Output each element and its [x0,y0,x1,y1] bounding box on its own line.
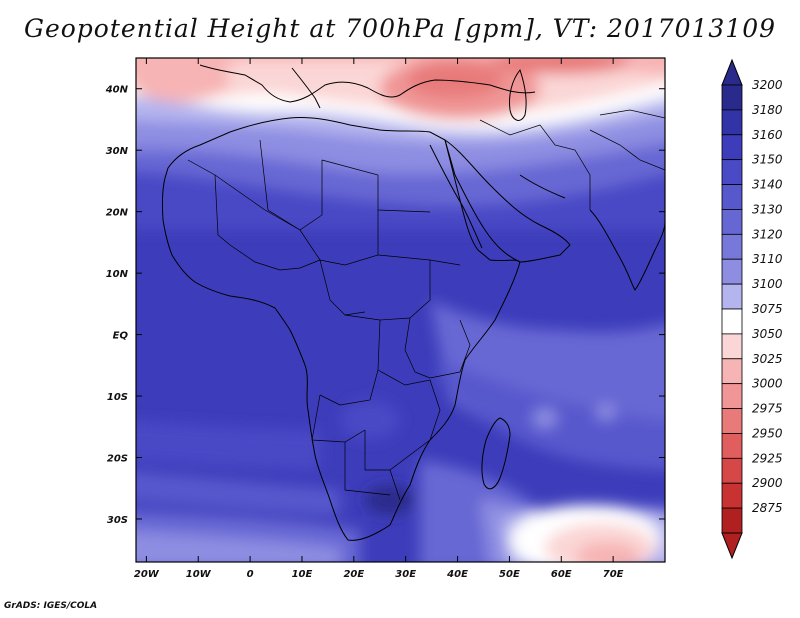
arabia-coastline [444,138,571,263]
italy-coastline [291,67,321,109]
colorbar-bottom-arrow [721,532,743,560]
colorbar-cell [721,482,743,509]
colorbar-label: 2875 [752,501,783,515]
colorbar-cell [721,457,743,484]
colorbar-cell [721,209,743,235]
colorbar-label: 3110 [752,252,783,266]
colorbar-label: 3050 [752,327,783,341]
colorbar-cell [721,283,743,310]
lon-label: 50E [499,569,520,580]
colorbar-cell [721,408,743,434]
colorbar-label: 3075 [752,302,783,316]
lon-label: 10W [186,569,212,580]
colorbar-label: 3025 [752,352,783,366]
lon-label: 20E [343,569,364,580]
grads-credit: GrADS: IGES/COLA [4,601,98,611]
colorbar-cell [721,184,743,210]
colorbar-label: 3150 [752,153,783,167]
longitude-ticks [145,58,614,562]
longitude-labels: 20W 10W 0 10E 20E 30E 40E 50E 60E 70E [134,569,624,580]
latitude-ticks [136,88,665,520]
colorbar-label: 3130 [752,202,783,216]
geopotential-field [136,58,665,562]
lat-label: 20S [107,454,128,465]
colorbar-label: 3200 [752,78,783,92]
coastlines [161,64,665,541]
colorbar-label: 3160 [752,128,783,142]
lat-label: 10S [107,392,128,403]
lon-label: 40E [446,569,468,580]
lon-label: 10E [292,569,313,580]
map-frame [135,57,666,563]
latitude-labels: 40N 30N 20N 10N EQ 10S 20S 30S [105,85,129,526]
lat-label: 40N [105,85,129,96]
lon-label: 30E [395,569,416,580]
colorbar: 3200 3180 3160 3150 3140 3130 3120 3110 3100 3075… [721,58,783,560]
colorbar-cell [721,333,743,360]
colorbar-label: 2925 [752,451,783,465]
colorbar-cell [721,383,743,409]
colorbar-cell [721,358,743,385]
colorbar-cell [721,233,743,260]
lat-label: 30N [106,146,129,157]
lat-label: EQ [113,331,129,342]
colorbar-cell [721,109,743,136]
lat-label: 20N [106,208,129,219]
lon-label: 0 [247,569,254,580]
madagascar-coastline [481,417,511,490]
map-title: Geopotential Height at 700hPa [gpm], VT:… [23,14,777,43]
colorbar-cell [721,433,743,459]
colorbar-cell [721,84,743,111]
colorbar-label: 2900 [752,476,783,490]
colorbar-cell [721,134,743,161]
colorbar-label: 3180 [752,103,783,117]
persian-gulf-coastline [519,174,566,199]
colorbar-cell [721,159,743,185]
colorbar-label: 3000 [752,377,783,391]
country-borders [187,109,665,501]
colorbar-label: 2950 [752,426,783,440]
lat-label: 10N [106,269,129,280]
lon-label: 20W [134,569,160,580]
lat-label: 30S [107,515,128,526]
colorbar-top-arrow [721,58,743,86]
colorbar-label: 3140 [752,178,783,192]
colorbar-label: 3120 [752,227,783,241]
colorbar-label: 3100 [752,277,783,291]
india-coastline [589,209,665,291]
europe-coastline [199,64,536,103]
red-sea-coastline [429,144,483,249]
africa-coastline [161,117,521,541]
colorbar-cell [721,507,743,534]
lon-label: 70E [603,569,624,580]
colorbar-cell [721,308,743,335]
lon-label: 60E [551,569,572,580]
caspian-coastline [509,68,527,121]
colorbar-cell [721,258,743,285]
colorbar-label: 2975 [752,402,783,416]
